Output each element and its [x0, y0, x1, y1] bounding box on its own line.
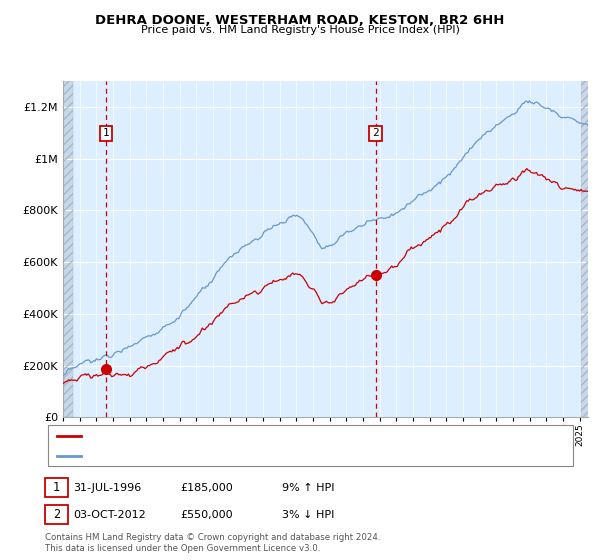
Text: DEHRA DOONE, WESTERHAM ROAD, KESTON, BR2 6HH (detached house): DEHRA DOONE, WESTERHAM ROAD, KESTON, BR2…	[86, 431, 452, 441]
Text: 1: 1	[103, 128, 109, 138]
Text: 9% ↑ HPI: 9% ↑ HPI	[282, 483, 335, 493]
Text: 03-OCT-2012: 03-OCT-2012	[73, 510, 146, 520]
Text: Price paid vs. HM Land Registry's House Price Index (HPI): Price paid vs. HM Land Registry's House …	[140, 25, 460, 35]
Text: 1: 1	[53, 481, 60, 494]
Bar	[581, 81, 592, 417]
Text: 3% ↓ HPI: 3% ↓ HPI	[282, 510, 334, 520]
Text: HPI: Average price, detached house, Bromley: HPI: Average price, detached house, Brom…	[86, 451, 311, 461]
Text: £550,000: £550,000	[180, 510, 233, 520]
Text: £185,000: £185,000	[180, 483, 233, 493]
Bar	[581, 81, 592, 417]
Bar	[63, 81, 73, 417]
Text: 2: 2	[372, 128, 379, 138]
Text: 31-JUL-1996: 31-JUL-1996	[73, 483, 142, 493]
Text: 2: 2	[53, 508, 60, 521]
Text: Contains HM Land Registry data © Crown copyright and database right 2024.
This d: Contains HM Land Registry data © Crown c…	[45, 533, 380, 553]
Text: DEHRA DOONE, WESTERHAM ROAD, KESTON, BR2 6HH: DEHRA DOONE, WESTERHAM ROAD, KESTON, BR2…	[95, 14, 505, 27]
Bar	[63, 81, 73, 417]
